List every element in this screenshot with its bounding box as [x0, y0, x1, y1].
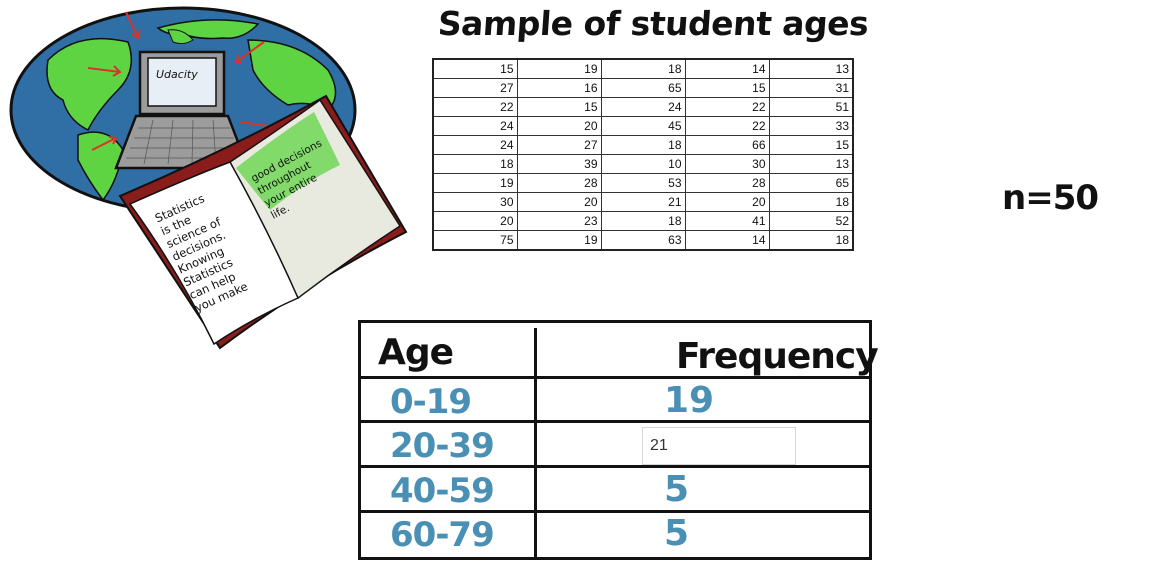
sample-age-cell: 18	[768, 192, 854, 212]
sample-ages-row: 20 23 18 41 52	[432, 211, 854, 231]
frequency-table: Age Frequency 0-19 19 20-39 40-59 5 60-7…	[358, 320, 879, 560]
sample-age-cell: 18	[600, 211, 686, 231]
sample-age-cell: 30	[432, 192, 518, 212]
sample-ages-row: 24 27 18 66 15	[432, 135, 854, 155]
sample-age-cell: 41	[684, 211, 770, 231]
sample-age-cell: 20	[432, 211, 518, 231]
frequency-cell: 5	[664, 469, 690, 510]
age-range-cell: 40-59	[390, 471, 495, 511]
sample-ages-table-body: 15 19 18 14 13 27 16 65 15 31 22 15 24 22 51 24 20 45 22 33…	[432, 58, 854, 251]
sample-age-cell: 28	[516, 173, 602, 193]
sample-age-cell: 20	[516, 116, 602, 136]
sample-age-cell: 10	[600, 154, 686, 174]
sample-age-cell: 15	[684, 78, 770, 98]
frequency-table-row-line	[358, 510, 869, 513]
sample-age-cell: 75	[432, 230, 518, 251]
sample-age-cell: 27	[432, 78, 518, 98]
sample-age-cell: 13	[768, 58, 854, 79]
sample-ages-row: 30 20 21 20 18	[432, 192, 854, 212]
sample-age-cell: 21	[600, 192, 686, 212]
frequency-table-row-line	[358, 465, 869, 468]
sample-size-label: n=50	[1002, 178, 1099, 218]
sample-title: Sample of student ages	[436, 4, 870, 43]
sample-age-cell: 20	[684, 192, 770, 212]
sample-ages-row: 75 19 63 14 18	[432, 230, 854, 251]
sample-age-cell: 45	[600, 116, 686, 136]
sample-age-cell: 13	[768, 154, 854, 174]
sample-ages-row: 24 20 45 22 33	[432, 116, 854, 136]
sample-ages-row: 18 39 10 30 13	[432, 154, 854, 174]
sample-age-cell: 19	[516, 58, 602, 79]
sample-age-cell: 19	[516, 230, 602, 251]
age-range-cell: 60-79	[390, 515, 495, 555]
sample-ages-row: 27 16 65 15 31	[432, 78, 854, 98]
sample-age-cell: 22	[684, 97, 770, 117]
frequency-cell: 5	[664, 513, 690, 554]
sample-ages-row: 22 15 24 22 51	[432, 97, 854, 117]
sample-age-cell: 33	[768, 116, 854, 136]
sample-age-cell: 15	[432, 58, 518, 79]
globe-laptop-book-illustration: Udacity Statistics is the science of dec…	[9, 6, 408, 350]
frequency-table-row-line	[358, 420, 869, 423]
sample-ages-row: 19 28 53 28 65	[432, 173, 854, 193]
frequency-table-row-line	[358, 376, 869, 379]
sample-age-cell: 31	[768, 78, 854, 98]
sample-ages-table: 15 19 18 14 13 27 16 65 15 31 22 15 24 22 51 24 20 45 22 33…	[432, 58, 854, 251]
sample-age-cell: 65	[600, 78, 686, 98]
sample-age-cell: 53	[600, 173, 686, 193]
sample-age-cell: 28	[684, 173, 770, 193]
sample-age-cell: 23	[516, 211, 602, 231]
sample-age-cell: 22	[684, 116, 770, 136]
laptop-screen-text: Udacity	[156, 68, 198, 81]
sample-ages-row: 15 19 18 14 13	[432, 58, 854, 79]
sample-age-cell: 18	[600, 135, 686, 155]
frequency-table-border	[358, 320, 872, 560]
sample-age-cell: 18	[768, 230, 854, 251]
sample-age-cell: 14	[684, 58, 770, 79]
sample-age-cell: 24	[600, 97, 686, 117]
sample-age-cell: 39	[516, 154, 602, 174]
sample-age-cell: 24	[432, 116, 518, 136]
frequency-answer-input[interactable]	[642, 427, 796, 465]
age-range-cell: 0-19	[390, 382, 472, 422]
sample-age-cell: 15	[516, 97, 602, 117]
sample-age-cell: 18	[432, 154, 518, 174]
age-range-cell: 20-39	[390, 426, 495, 466]
sample-age-cell: 51	[768, 97, 854, 117]
frequency-column-header: Frequency	[676, 336, 879, 377]
frequency-cell: 19	[664, 380, 715, 421]
sample-age-cell: 18	[600, 58, 686, 79]
sample-age-cell: 52	[768, 211, 854, 231]
sample-age-cell: 22	[432, 97, 518, 117]
sample-age-cell: 16	[516, 78, 602, 98]
sample-age-cell: 24	[432, 135, 518, 155]
sample-age-cell: 27	[516, 135, 602, 155]
frequency-table-divider	[534, 328, 537, 557]
sample-age-cell: 14	[684, 230, 770, 251]
sample-age-cell: 20	[516, 192, 602, 212]
sample-age-cell: 15	[768, 135, 854, 155]
sample-age-cell: 30	[684, 154, 770, 174]
sample-age-cell: 63	[600, 230, 686, 251]
sample-age-cell: 19	[432, 173, 518, 193]
sample-age-cell: 66	[684, 135, 770, 155]
age-column-header: Age	[378, 332, 454, 373]
sample-age-cell: 65	[768, 173, 854, 193]
